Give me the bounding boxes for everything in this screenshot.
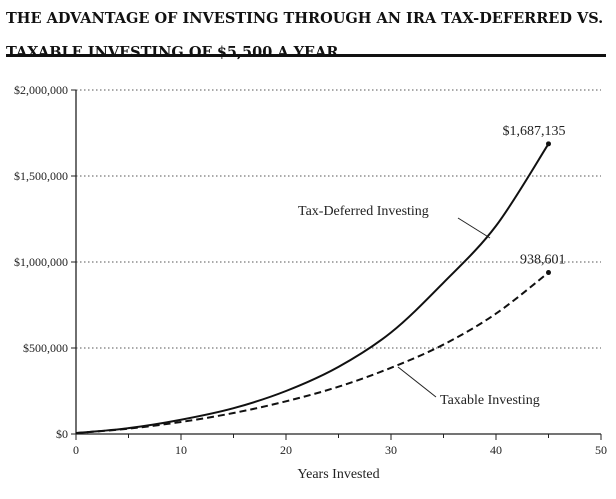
- y-tick-label: $1,500,000: [14, 169, 68, 183]
- y-tick-label: $500,000: [23, 341, 68, 355]
- series-line-tax-deferred: [75, 143, 550, 435]
- x-tick-label: 50: [595, 443, 607, 457]
- x-tick-label: 20: [280, 443, 292, 457]
- end-point: [546, 141, 551, 147]
- x-tick-label: 10: [175, 443, 187, 457]
- series-label-taxable: Taxable Investing: [440, 393, 540, 408]
- end-point: [546, 270, 551, 276]
- title-rule: [6, 54, 606, 57]
- y-tick-label: $1,000,000: [14, 255, 68, 269]
- leader-line: [457, 217, 491, 239]
- x-axis-label: Years Invested: [297, 467, 379, 482]
- end-value-label: $1,687,135: [503, 124, 566, 139]
- x-tick-label: 0: [73, 443, 79, 457]
- series-label-tax-deferred: Tax-Deferred Investing: [298, 204, 429, 219]
- x-tick-label: 40: [490, 443, 502, 457]
- leader-line: [397, 366, 437, 398]
- y-tick-label: $0: [56, 427, 68, 441]
- series-line-taxable: [75, 271, 550, 435]
- x-tick-label: 30: [385, 443, 397, 457]
- y-tick-label: $2,000,000: [14, 83, 68, 97]
- end-value-label: 938,601: [520, 253, 566, 268]
